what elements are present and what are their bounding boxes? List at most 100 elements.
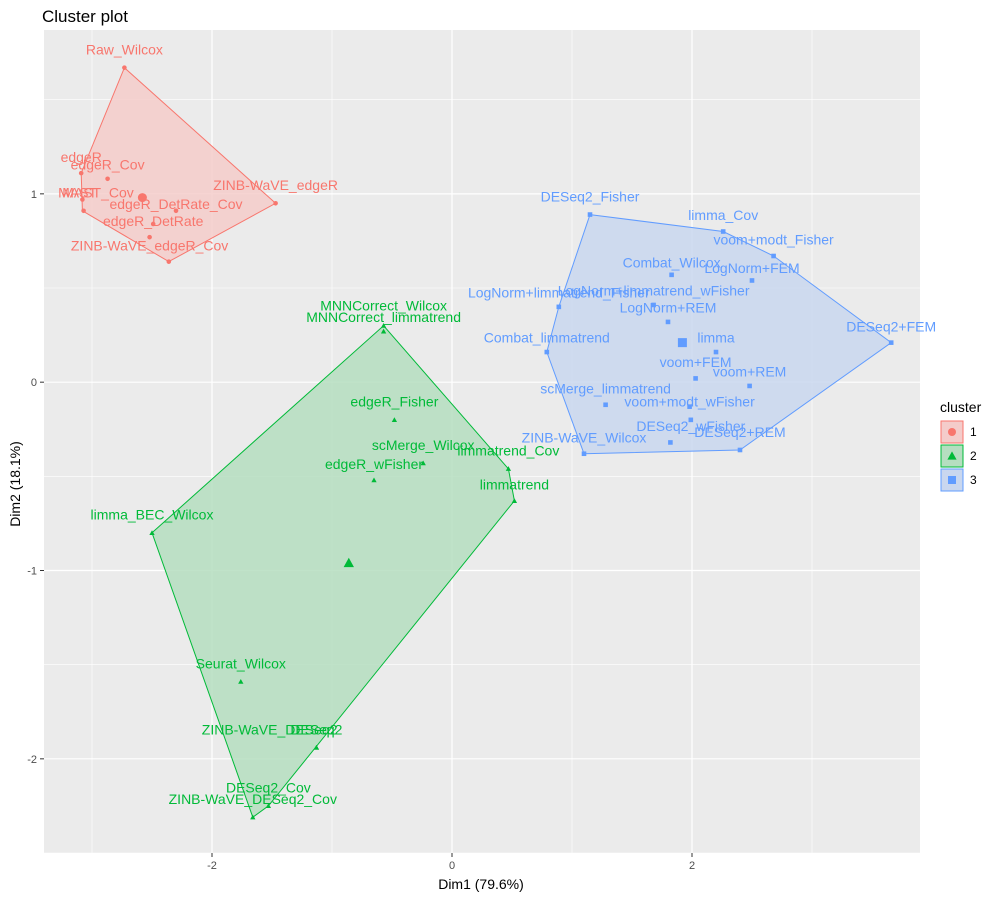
legend-swatch-1 (948, 428, 956, 436)
cluster-3-point (665, 319, 671, 325)
cluster-2-point (380, 323, 387, 328)
cluster-3-point-label: voom+modt_wFisher (624, 394, 755, 410)
cluster-3-point-label: limma_Cov (688, 207, 758, 223)
cluster-3-point-label: LogNorm+limmatrend_wFisher (558, 283, 750, 299)
cluster-1-center (137, 193, 147, 203)
cluster-2-point-label: DESeq2 (290, 721, 342, 737)
cluster-3-point (581, 451, 587, 457)
cluster-1-point-label: ZINB-WaVE_edgeR (213, 177, 338, 193)
cluster-2-point-label: MNNCorrect_limmatrend (306, 309, 461, 325)
legend-swatch-2 (947, 451, 957, 460)
cluster-2-point (505, 466, 512, 471)
y-tick-label: -2 (27, 754, 37, 766)
cluster-2-point-label: MNNCorrect_Wilcox (320, 298, 447, 314)
cluster-3-point (603, 402, 608, 408)
cluster-3-point-label: limma (697, 330, 735, 346)
cluster-2-point-label: limma_BEC_Wilcox (91, 507, 214, 523)
cluster-2-point-label: edgeR_Fisher (350, 394, 438, 410)
cluster-1-point (147, 234, 152, 240)
cluster-3-point (669, 272, 674, 278)
cluster-2-point (313, 744, 320, 750)
cluster-3-center (677, 338, 687, 348)
y-tick-label: 1 (31, 189, 37, 201)
x-tick-label: 2 (689, 860, 695, 872)
cluster-1-point (80, 197, 85, 202)
x-tick-label: -2 (207, 860, 217, 872)
cluster-3-point-label: Combat_Wilcox (623, 254, 721, 270)
x-tick-label: 0 (449, 860, 455, 872)
cluster-2-point-label: scMerge_Wilcox (372, 437, 475, 453)
cluster-3-point (688, 417, 694, 423)
cluster-3-point-label: ZINB-WaVE_Wilcox (522, 429, 647, 445)
cluster-3-point (771, 253, 776, 259)
cluster-1-point-label: Raw_Wilcox (86, 41, 163, 57)
cluster-1-point (166, 259, 172, 264)
cluster-3-point (737, 447, 743, 453)
cluster-1-point (150, 221, 156, 227)
cluster-2-point (238, 678, 244, 684)
cluster-1-point-label: ZINB-WaVE_edgeR_Cov (71, 237, 228, 253)
cluster-3-point (668, 440, 673, 445)
cluster-2-point-label: ZINB-WaVE_DESeq2_Cov (169, 791, 337, 807)
cluster-1-point (273, 200, 278, 206)
cluster-2-point (380, 328, 387, 334)
cluster-3-point-label: LogNorm+limmatrend_Fisher (468, 284, 650, 300)
cluster-1-point (81, 208, 86, 214)
cluster-3-point (747, 383, 752, 389)
chart-title: Cluster plot (42, 7, 128, 26)
cluster-1-point-label: edgeR_DetRate (103, 213, 204, 229)
cluster-3-point-label: voom+modt_Fisher (713, 232, 834, 248)
cluster-3-point (651, 302, 656, 308)
cluster-3-point-label: scMerge_limmatrend (540, 380, 671, 396)
cluster-3-point-label: Combat_limmatrend (484, 330, 610, 346)
cluster-2-point (391, 417, 398, 422)
cluster-2-point (265, 803, 272, 809)
cluster-3-point (888, 340, 894, 345)
cluster-3-point (556, 304, 562, 310)
cluster-1-point-label: edgeR_DetRate_Cov (109, 196, 242, 212)
cluster-2-point-label: Seurat_Wilcox (196, 655, 286, 671)
cluster-3-point-label: voom+FEM (660, 354, 732, 370)
cluster-1-hull (80, 66, 277, 263)
cluster-1-point-label: edgeR_Cov (71, 156, 145, 172)
legend-label-3: 3 (970, 473, 977, 487)
cluster-3-point (693, 376, 698, 381)
x-axis-title: Dim1 (79.6%) (438, 876, 524, 892)
cluster-3-point (749, 278, 755, 283)
cluster-2-point (250, 814, 256, 820)
legend-title: cluster (940, 399, 982, 415)
cluster-1-point-label: edgeR (61, 149, 102, 165)
cluster-1-point (122, 65, 127, 70)
cluster-3-point-label: DESeq2+FEM (846, 318, 936, 334)
data-points (78, 65, 894, 820)
cluster-2-point-label: edgeR_wFisher (325, 456, 423, 472)
cluster-2-center (343, 557, 354, 568)
legend-label-2: 2 (970, 449, 977, 463)
cluster-2-point-label: ZINB-WaVE_DESeq2 (202, 721, 338, 737)
cluster-2-point (420, 460, 426, 466)
cluster-3-point (720, 229, 726, 234)
cluster-2-point-label: limmatrend_Cov (457, 443, 559, 459)
cluster-1-point (173, 208, 179, 214)
legend-swatch-3 (948, 476, 956, 484)
y-axis-title: Dim2 (18.1%) (7, 441, 23, 527)
cluster-1-point-label: MAST (58, 185, 97, 201)
legend-label-1: 1 (970, 425, 977, 439)
cluster-1-point-label: MAST_Cov (62, 185, 134, 201)
cluster-3-point (544, 349, 550, 355)
cluster-2-point (149, 530, 155, 535)
axis-ticks: -2 0 2 -2 -1 0 1 (27, 189, 695, 872)
cluster-3-point-label: LogNorm+FEM (704, 260, 799, 276)
cluster-3-point-label: DESeq2_wFisher (636, 418, 745, 434)
cluster-1-point (78, 170, 84, 176)
cluster-3-point (687, 404, 692, 409)
cluster-2-point (371, 477, 377, 483)
cluster-2-point-label: limmatrend (480, 477, 549, 493)
cluster-2-point (511, 498, 518, 503)
y-tick-label: 0 (31, 377, 37, 389)
cluster-3-point (587, 212, 593, 217)
cluster-2-point-label: DESeq2_Cov (226, 780, 311, 796)
cluster-3-point-label: DESeq2+REM (694, 424, 785, 440)
cluster-3-point (713, 349, 719, 355)
